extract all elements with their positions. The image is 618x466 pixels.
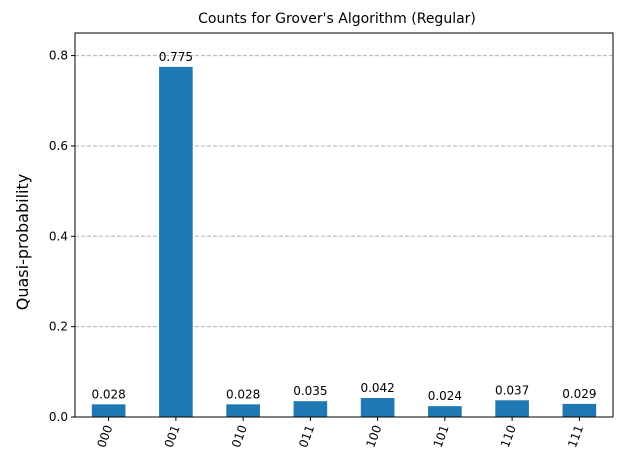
bar-value-labels: 0.028 0.775 0.028 0.035 0.042 0.024 0.037 0.029 bbox=[91, 50, 596, 403]
bar-value-label: 0.029 bbox=[562, 387, 596, 401]
x-tick-label: 100 bbox=[363, 423, 384, 449]
bar-value-label: 0.042 bbox=[360, 381, 394, 395]
x-axis-ticks: 000 001 010 011 100 101 110 111 bbox=[94, 417, 586, 450]
y-axis-ticks: 0.0 0.2 0.4 0.6 0.8 bbox=[49, 49, 75, 424]
bar-000 bbox=[91, 404, 126, 417]
x-tick-label: 010 bbox=[229, 423, 250, 449]
chart-title: Counts for Grover's Algorithm (Regular) bbox=[198, 11, 476, 27]
bar-001 bbox=[159, 66, 193, 417]
y-axis-label: Quasi-probability bbox=[13, 174, 32, 310]
bar-101 bbox=[428, 406, 462, 417]
bar-value-label: 0.037 bbox=[495, 383, 529, 397]
bar-value-label: 0.028 bbox=[91, 387, 125, 401]
x-tick-label: 001 bbox=[162, 423, 183, 449]
x-tick-label: 101 bbox=[431, 423, 452, 449]
x-tick-label: 111 bbox=[565, 423, 586, 449]
bar-010 bbox=[226, 404, 260, 417]
plot-frame bbox=[74, 32, 614, 418]
y-tick-label: 0.4 bbox=[49, 229, 68, 243]
x-tick-label: 011 bbox=[296, 423, 317, 449]
bar-110 bbox=[495, 400, 529, 417]
y-tick-label: 0.6 bbox=[49, 139, 68, 153]
bar-value-label: 0.775 bbox=[159, 50, 193, 64]
y-tick-label: 0.2 bbox=[49, 320, 68, 334]
y-tick-label: 0.0 bbox=[49, 410, 68, 424]
bar-value-label: 0.024 bbox=[428, 389, 462, 403]
x-tick-label: 000 bbox=[94, 423, 115, 449]
y-gridlines bbox=[75, 55, 613, 328]
bars bbox=[91, 66, 597, 417]
x-tick-label: 110 bbox=[498, 423, 519, 449]
bar-111 bbox=[562, 403, 597, 417]
bar-100 bbox=[360, 398, 395, 417]
bar-value-label: 0.028 bbox=[226, 387, 260, 401]
y-tick-label: 0.8 bbox=[49, 49, 68, 63]
bar-value-label: 0.035 bbox=[293, 384, 327, 398]
bar-011 bbox=[293, 401, 328, 417]
